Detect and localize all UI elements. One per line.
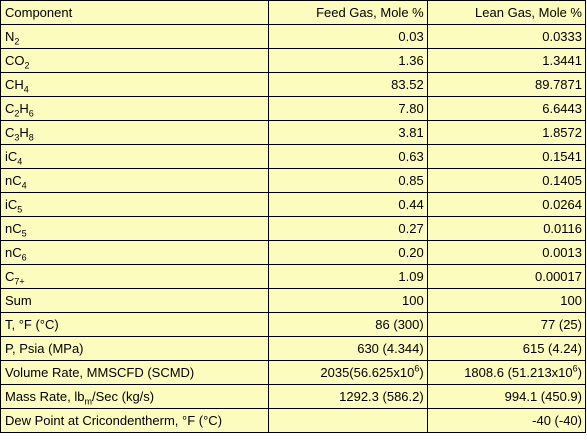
table-row: iC4 0.63 0.1541 (0, 144, 587, 169)
lean-value-cell: 0.0333 (426, 24, 587, 49)
feed-value-cell: 0.85 (268, 168, 428, 193)
component-cell: P, Psia (MPa) (0, 336, 270, 361)
component-cell: C3H8 (0, 120, 270, 145)
component-cell: iC4 (0, 144, 270, 169)
dew-point-label: Dew Point at Cricondentherm, °F (°C) (0, 408, 270, 433)
component-cell: nC4 (0, 168, 270, 193)
table-row: Sum 100 100 (0, 288, 587, 313)
component-cell: CH4 (0, 72, 270, 97)
table-row: nC6 0.20 0.0013 (0, 240, 587, 265)
header-row: Component Feed Gas, Mole % Lean Gas, Mol… (0, 0, 587, 25)
feed-value-cell: 1.36 (268, 48, 428, 73)
lean-value-cell: 100 (426, 288, 587, 313)
feed-value-cell: 86 (300) (268, 312, 428, 337)
lean-value-cell: 0.0013 (426, 240, 587, 265)
component-cell: Sum (0, 288, 270, 313)
component-cell: nC5 (0, 216, 270, 241)
component-cell: iC5 (0, 192, 270, 217)
mass-rate-label: Mass Rate, lbm/Sec (kg/s) (0, 384, 270, 409)
dew-point-row: Dew Point at Cricondentherm, °F (°C) -40… (0, 408, 587, 433)
feed-value-cell: 7.80 (268, 96, 428, 121)
component-cell: nC6 (0, 240, 270, 265)
feed-value-cell: 630 (4.344) (268, 336, 428, 361)
volume-rate-feed: 2035(56.625x106) (268, 360, 428, 385)
table-row: C7+ 1.09 0.00017 (0, 264, 587, 289)
lean-value-cell: 6.6443 (426, 96, 587, 121)
lean-value-cell: 89.7871 (426, 72, 587, 97)
volume-rate-label: Volume Rate, MMSCFD (SCMD) (0, 360, 270, 385)
feed-value-cell: 0.03 (268, 24, 428, 49)
lean-value-cell: 615 (4.24) (426, 336, 587, 361)
component-cell: N2 (0, 24, 270, 49)
table-row: CO2 1.36 1.3441 (0, 48, 587, 73)
feed-value-cell: 0.27 (268, 216, 428, 241)
feed-value-cell: 0.63 (268, 144, 428, 169)
table-row: nC5 0.27 0.0116 (0, 216, 587, 241)
component-cell: C2H6 (0, 96, 270, 121)
table-row: C3H8 3.81 1.8572 (0, 120, 587, 145)
mass-rate-lean: 994.1 (450.9) (426, 384, 587, 409)
table-body: N2 0.03 0.0333 CO2 1.36 1.3441 CH4 83.52… (0, 24, 587, 433)
table-row: CH4 83.52 89.7871 (0, 72, 587, 97)
table-row: N2 0.03 0.0333 (0, 24, 587, 49)
feed-value-cell: 0.44 (268, 192, 428, 217)
volume-rate-row: Volume Rate, MMSCFD (SCMD) 2035(56.625x1… (0, 360, 587, 385)
component-cell: T, °F (°C) (0, 312, 270, 337)
dew-point-lean: -40 (-40) (426, 408, 587, 433)
header-component: Component (0, 0, 270, 25)
table-row: iC5 0.44 0.0264 (0, 192, 587, 217)
table-row: nC4 0.85 0.1405 (0, 168, 587, 193)
component-cell: CO2 (0, 48, 270, 73)
lean-value-cell: 1.8572 (426, 120, 587, 145)
feed-value-cell: 1.09 (268, 264, 428, 289)
lean-value-cell: 0.00017 (426, 264, 587, 289)
feed-value-cell: 3.81 (268, 120, 428, 145)
feed-value-cell: 0.20 (268, 240, 428, 265)
header-feed-gas: Feed Gas, Mole % (268, 0, 428, 25)
feed-value-cell: 100 (268, 288, 428, 313)
lean-value-cell: 1.3441 (426, 48, 587, 73)
lean-value-cell: 77 (25) (426, 312, 587, 337)
header-lean-gas: Lean Gas, Mole % (426, 0, 587, 25)
mass-rate-row: Mass Rate, lbm/Sec (kg/s) 1292.3 (586.2)… (0, 384, 587, 409)
feed-value-cell: 83.52 (268, 72, 428, 97)
table-row: P, Psia (MPa) 630 (4.344) 615 (4.24) (0, 336, 587, 361)
lean-value-cell: 0.1405 (426, 168, 587, 193)
table-row: C2H6 7.80 6.6443 (0, 96, 587, 121)
lean-value-cell: 0.0116 (426, 216, 587, 241)
volume-rate-lean: 1808.6 (51.213x106) (426, 360, 587, 385)
component-cell: C7+ (0, 264, 270, 289)
mass-rate-feed: 1292.3 (586.2) (268, 384, 428, 409)
table-row: T, °F (°C) 86 (300) 77 (25) (0, 312, 587, 337)
dew-point-feed (268, 408, 428, 433)
lean-value-cell: 0.0264 (426, 192, 587, 217)
lean-value-cell: 0.1541 (426, 144, 587, 169)
